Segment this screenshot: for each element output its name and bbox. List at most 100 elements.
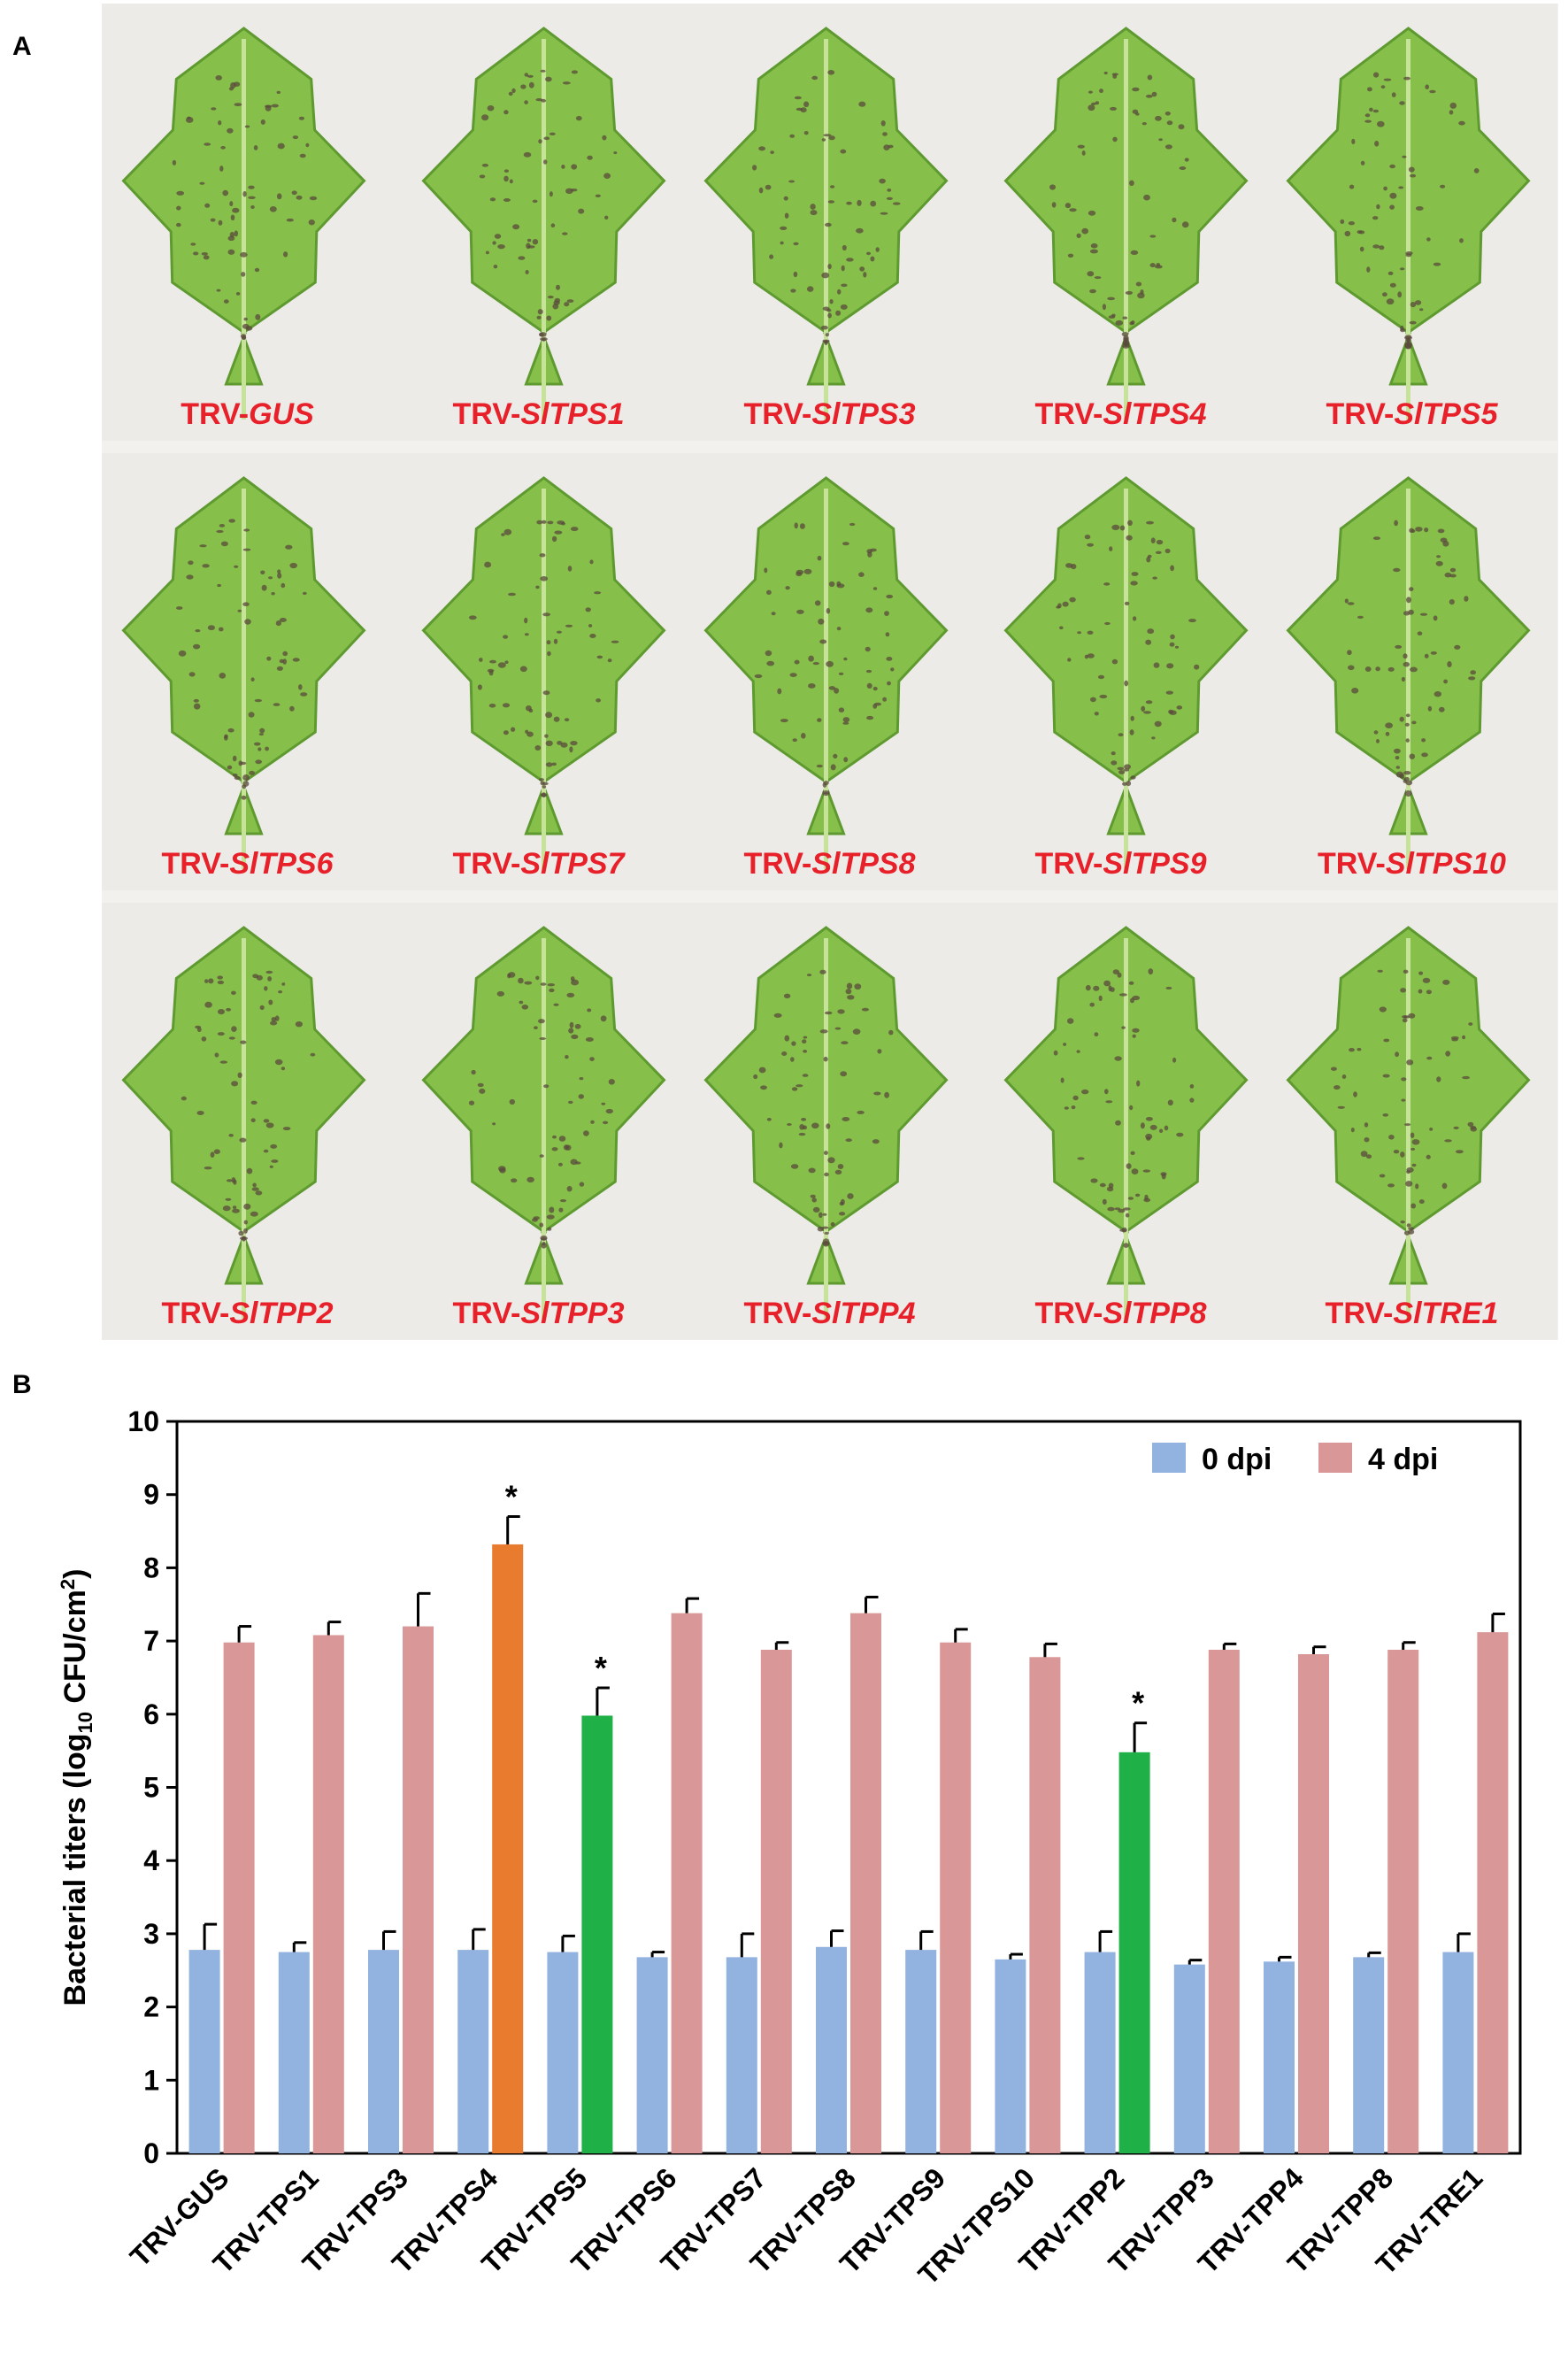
lesion-spot [1167,1099,1173,1106]
lesion-spot [570,976,575,982]
lesion-spot [1453,1126,1459,1129]
lesion-spot [863,272,867,278]
lesion-spot [544,734,549,738]
lesion-spot [224,734,228,739]
caption-prefix: TRV- [743,1297,812,1330]
lesion-spot [553,1003,559,1006]
lesion-spot [764,567,768,574]
lesion-spot [1421,738,1426,743]
lesion-spot [525,270,529,274]
lesion-spot [1372,109,1380,113]
lesion-spot [569,746,573,753]
lesion-spot [846,258,854,262]
lesion-spot [1409,527,1414,533]
lesion-spot [188,672,196,677]
lesion-spot [1411,720,1417,725]
lesion-spot [1385,731,1390,736]
lesion-spot [1156,263,1161,267]
lesion-spot [240,1236,248,1241]
lesion-spot [512,224,520,230]
lesion-spot [829,299,834,304]
lesion-spot [852,1028,861,1035]
lesion-spot [758,187,764,194]
lesion-spot [1119,1228,1127,1232]
lesion-spot [793,271,798,278]
lesion-spot [603,1120,609,1125]
lesion-spot [787,1123,792,1126]
lesion-spot [1377,120,1385,127]
lesion-spot [1366,266,1371,273]
lesion-spot [1433,262,1441,266]
lesion-spot [196,1027,202,1032]
lesion-spot [579,1077,584,1081]
bar-0dpi [816,1946,847,2153]
lesion-spot [827,70,835,75]
lesion-spot [248,185,255,189]
lesion-spot [240,251,248,258]
lesion-spot [268,576,273,580]
lesion-spot [1051,202,1057,208]
leaf-image [421,27,666,420]
lesion-spot [240,761,247,766]
lesion-spot [190,243,196,246]
lesion-spot [1184,158,1189,162]
lesion-spot [545,76,552,82]
lesion-spot [263,1149,269,1153]
lesion-spot [541,337,547,342]
lesion-spot [1376,204,1380,210]
lesion-spot [854,983,862,990]
lesion-spot [492,241,496,245]
lesion-spot [543,136,550,141]
leaf-photo: TRV-SlTPS10 [1266,453,1557,890]
lesion-spot [178,650,187,657]
lesion-spot [826,1123,831,1129]
lesion-spot [846,982,853,989]
lesion-spot [219,524,226,527]
caption-prefix: TRV- [743,397,812,431]
lesion-spot [242,190,247,197]
lesion-spot [1155,551,1162,554]
lesion-spot [1340,219,1345,225]
lesion-spot [823,1151,828,1155]
lesion-spot [611,640,619,643]
lesion-spot [1399,716,1404,722]
lesion-spot [565,1055,569,1059]
lesion-spot [1404,1123,1411,1127]
lesion-spot [1090,697,1096,703]
lesion-spot [1125,290,1134,295]
lesion-spot [839,1212,846,1216]
lesion-spot [1141,122,1147,126]
lesion-spot [536,315,542,320]
lesion-spot [1094,712,1099,716]
lesion-spot [243,528,250,532]
lesion-spot [1149,1124,1157,1130]
lesion-spot [1130,250,1139,255]
lesion-spot [1118,993,1127,997]
bar-0dpi [1264,1961,1295,2153]
lesion-spot [259,728,265,734]
lesion-spot [1165,986,1172,989]
lesion-spot [281,982,286,986]
leaf-image [421,476,666,869]
lesion-spot [1375,666,1380,672]
leaf-image [121,926,366,1319]
lesion-spot [564,302,570,307]
lesion-spot [837,1009,845,1014]
lesion-spot [273,703,281,706]
lesion-spot [833,753,838,758]
lesion-spot [202,564,210,568]
lesion-spot [1422,977,1431,983]
lesion-spot [1146,520,1154,525]
lesion-spot [842,721,849,725]
lesion-spot [1424,527,1429,533]
lesion-spot [1365,1154,1372,1159]
lesion-spot [1093,985,1100,991]
lesion-spot [489,197,496,202]
y-tick-label: 4 [143,1844,159,1876]
lesion-spot [1129,180,1134,186]
leaf-image [121,27,366,420]
lesion-spot [250,1100,257,1105]
lesion-spot [1181,221,1189,228]
lesion-spot [758,1066,766,1074]
lesion-spot [857,1110,865,1114]
